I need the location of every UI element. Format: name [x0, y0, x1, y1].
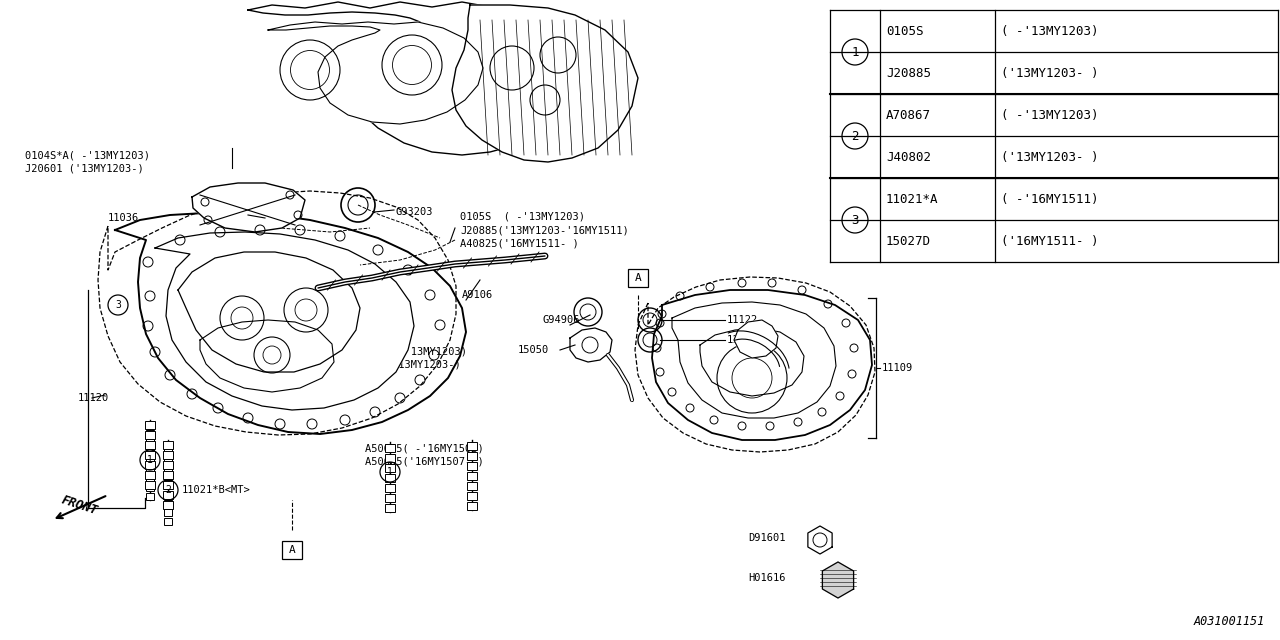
- Bar: [164, 500, 172, 507]
- Text: 0104S*A( -'13MY1203)
J20601 ('13MY1203-): 0104S*A( -'13MY1203) J20601 ('13MY1203-): [26, 150, 150, 173]
- Bar: [164, 446, 172, 453]
- Text: J40802: J40802: [886, 150, 931, 163]
- Text: ( -'16MY1511): ( -'16MY1511): [1001, 193, 1098, 205]
- Bar: [385, 464, 396, 472]
- Text: A031001151: A031001151: [1194, 615, 1265, 628]
- Text: A: A: [288, 545, 296, 555]
- Bar: [145, 431, 155, 439]
- Bar: [163, 461, 173, 469]
- Text: ( -'13MY1203): ( -'13MY1203): [1001, 109, 1098, 122]
- Bar: [145, 451, 155, 459]
- Bar: [146, 493, 154, 500]
- Bar: [163, 451, 173, 459]
- Text: ('16MY1511- ): ('16MY1511- ): [1001, 234, 1098, 248]
- Polygon shape: [570, 328, 612, 362]
- Text: 11036: 11036: [108, 213, 140, 223]
- Bar: [164, 509, 172, 516]
- Text: 1: 1: [147, 455, 152, 465]
- Bar: [467, 452, 477, 460]
- Bar: [164, 473, 172, 480]
- Bar: [163, 481, 173, 489]
- Text: J20885: J20885: [886, 67, 931, 79]
- Bar: [385, 494, 396, 502]
- Bar: [467, 472, 477, 480]
- Bar: [164, 455, 172, 462]
- Text: A50635( -'16MY1506)
A50685('16MY1507- ): A50635( -'16MY1506) A50685('16MY1507- ): [365, 444, 484, 467]
- Bar: [146, 484, 154, 491]
- Text: 11122: 11122: [727, 315, 758, 325]
- Bar: [164, 518, 172, 525]
- Bar: [146, 421, 154, 428]
- Bar: [146, 466, 154, 473]
- Text: ( -'13MY1203): ( -'13MY1203): [1001, 24, 1098, 38]
- Bar: [163, 501, 173, 509]
- Bar: [163, 441, 173, 449]
- Bar: [146, 430, 154, 437]
- Text: A9106: A9106: [462, 290, 493, 300]
- Text: 11021*B<MT>: 11021*B<MT>: [182, 485, 251, 495]
- Bar: [145, 421, 155, 429]
- Bar: [467, 462, 477, 470]
- Bar: [146, 457, 154, 464]
- Text: 15050: 15050: [518, 345, 549, 355]
- Bar: [628, 269, 648, 287]
- Polygon shape: [115, 213, 466, 434]
- Bar: [145, 481, 155, 489]
- Polygon shape: [823, 562, 854, 598]
- Bar: [163, 471, 173, 479]
- Text: 11021*A: 11021*A: [886, 193, 938, 205]
- Polygon shape: [808, 526, 832, 554]
- Polygon shape: [192, 183, 305, 232]
- Polygon shape: [652, 290, 872, 440]
- Bar: [146, 439, 154, 446]
- Text: 0105S  ( -'13MY1203)
J20885('13MY1203-'16MY1511)
A40825('16MY1511- ): 0105S ( -'13MY1203) J20885('13MY1203-'16…: [460, 212, 628, 248]
- Text: 0104S*A( -'13MY1203)
J20601 ('13MY1203-): 0104S*A( -'13MY1203) J20601 ('13MY1203-): [342, 346, 467, 370]
- Text: 11122: 11122: [727, 335, 758, 345]
- Text: 3: 3: [115, 300, 120, 310]
- Text: ('13MY1203- ): ('13MY1203- ): [1001, 67, 1098, 79]
- Polygon shape: [155, 232, 413, 410]
- Bar: [146, 475, 154, 482]
- Bar: [164, 482, 172, 489]
- Bar: [146, 448, 154, 455]
- Polygon shape: [452, 5, 637, 162]
- Polygon shape: [268, 22, 483, 124]
- Text: G93203: G93203: [396, 207, 433, 217]
- Text: 1: 1: [387, 467, 393, 477]
- Text: ('13MY1203- ): ('13MY1203- ): [1001, 150, 1098, 163]
- Text: 0105S: 0105S: [886, 24, 923, 38]
- Bar: [385, 454, 396, 462]
- Text: 15027D: 15027D: [886, 234, 931, 248]
- Text: 2: 2: [851, 129, 859, 143]
- Text: H01616: H01616: [748, 573, 786, 583]
- Polygon shape: [248, 2, 582, 155]
- Text: FRONT: FRONT: [60, 493, 100, 517]
- Bar: [163, 491, 173, 499]
- Bar: [385, 474, 396, 482]
- Bar: [164, 464, 172, 471]
- Bar: [385, 504, 396, 512]
- Bar: [385, 484, 396, 492]
- Text: 2: 2: [165, 485, 172, 495]
- Bar: [467, 482, 477, 490]
- Bar: [282, 541, 302, 559]
- Bar: [164, 491, 172, 498]
- Text: 3: 3: [851, 214, 859, 227]
- Bar: [467, 442, 477, 450]
- Text: 1: 1: [851, 45, 859, 58]
- Bar: [467, 492, 477, 500]
- Bar: [145, 471, 155, 479]
- Text: G94906: G94906: [541, 315, 580, 325]
- Text: D91601: D91601: [748, 533, 786, 543]
- Bar: [145, 461, 155, 469]
- Text: A70867: A70867: [886, 109, 931, 122]
- Bar: [145, 441, 155, 449]
- Polygon shape: [733, 320, 778, 358]
- Text: A: A: [635, 273, 641, 283]
- Text: 11109: 11109: [882, 363, 913, 373]
- Bar: [467, 502, 477, 510]
- Text: 11120: 11120: [78, 393, 109, 403]
- Bar: [385, 444, 396, 452]
